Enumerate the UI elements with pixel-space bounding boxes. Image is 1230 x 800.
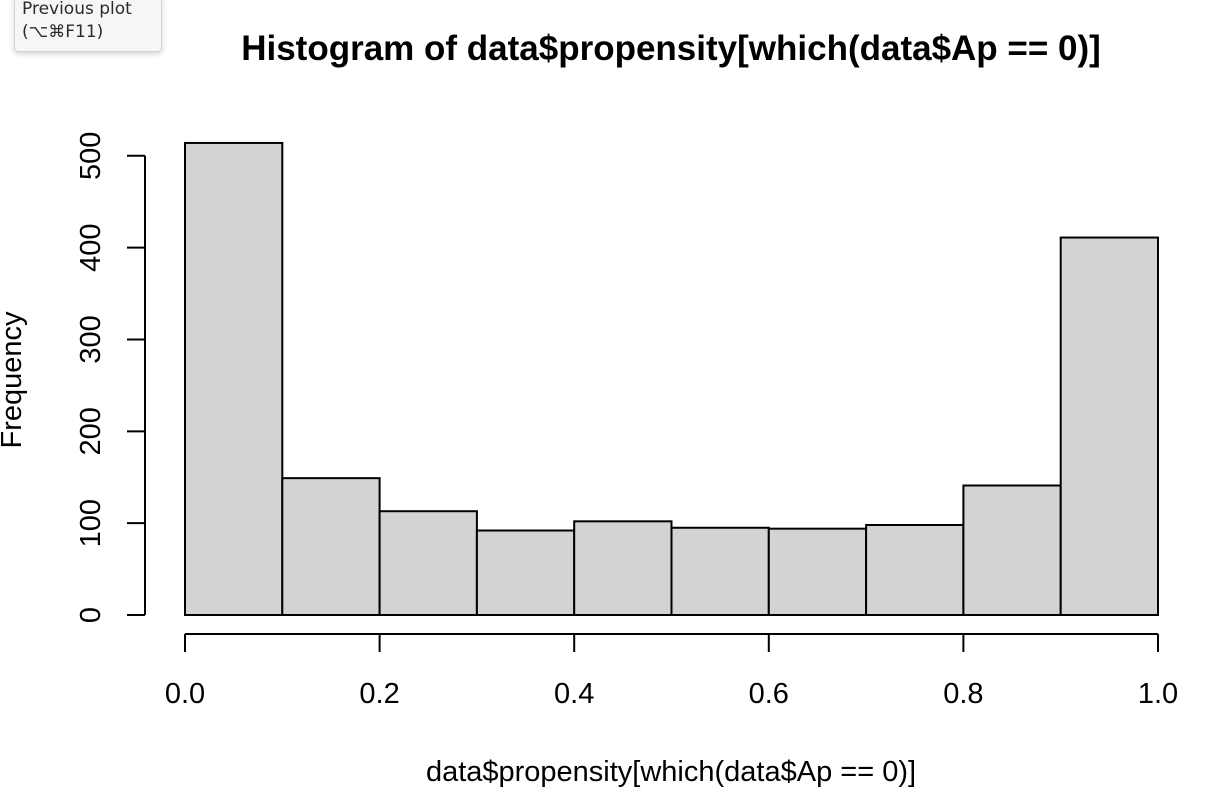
histogram-bar bbox=[281, 477, 381, 616]
x-tick-label: 0.6 bbox=[749, 678, 789, 710]
x-tick-label: 0.2 bbox=[359, 678, 399, 710]
y-axis: 0 100 200 300 400 500 bbox=[75, 132, 146, 623]
histogram-bar bbox=[573, 520, 673, 616]
y-tick-label: 500 bbox=[75, 132, 107, 180]
x-axis-label: data$propensity[which(data$Ap == 0)] bbox=[426, 756, 916, 788]
y-axis-label: Frequency bbox=[0, 311, 28, 449]
x-tick-label: 0.4 bbox=[554, 678, 594, 710]
chart-title: Histogram of data$propensity[which(data$… bbox=[241, 29, 1101, 68]
histogram-bar bbox=[475, 529, 576, 616]
histogram-bar bbox=[184, 141, 284, 616]
histogram-bar bbox=[1059, 236, 1159, 616]
y-tick-label: 0 bbox=[75, 607, 107, 623]
histogram-bar bbox=[865, 523, 965, 617]
x-axis: 0.0 0.2 0.4 0.6 0.8 1.0 bbox=[165, 633, 1178, 710]
histogram-bar bbox=[670, 526, 770, 617]
y-tick-label: 200 bbox=[75, 407, 107, 455]
bars-group bbox=[184, 141, 1159, 617]
histogram-bar bbox=[962, 484, 1062, 616]
previous-plot-tooltip: Previous plot (⌥⌘F11) bbox=[14, 0, 162, 52]
x-tick-label: 1.0 bbox=[1138, 678, 1178, 710]
x-tick-label: 0.0 bbox=[165, 678, 205, 710]
y-tick-label: 100 bbox=[75, 499, 107, 547]
histogram-bar bbox=[767, 527, 868, 617]
tooltip-shortcut: (⌥⌘F11) bbox=[22, 22, 104, 42]
x-tick-label: 0.8 bbox=[943, 678, 983, 710]
y-tick-label: 300 bbox=[75, 315, 107, 363]
y-tick-label: 400 bbox=[75, 223, 107, 271]
histogram-bar bbox=[378, 510, 478, 616]
tooltip-title: Previous plot bbox=[22, 0, 132, 19]
